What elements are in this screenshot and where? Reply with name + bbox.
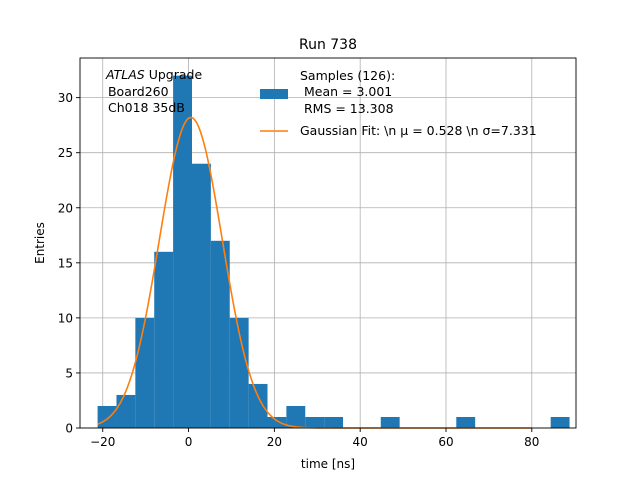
- histogram-bar: [248, 383, 268, 428]
- y-tick-label: 0: [65, 422, 73, 436]
- plot-frame: [79, 57, 577, 429]
- x-tick-label: 60: [438, 435, 453, 449]
- y-tick-label: 15: [58, 256, 73, 270]
- histogram-bar: [267, 416, 287, 428]
- annotation-upgrade: Upgrade: [145, 67, 203, 82]
- legend-samples-line-2: Mean = 3.001: [300, 84, 392, 99]
- legend-swatch-histogram: [260, 89, 288, 99]
- x-tick-label: 20: [267, 435, 282, 449]
- legend: Samples (126): Mean = 3.001 RMS = 13.308…: [260, 68, 537, 138]
- chart-title: Run 738: [299, 37, 357, 53]
- y-tick-label: 5: [65, 366, 73, 380]
- annotation-line-1: ATLAS Upgrade: [105, 67, 202, 82]
- y-tick-label: 20: [58, 201, 73, 215]
- x-tick-label: 0: [185, 435, 193, 449]
- legend-fit-label: Gaussian Fit: \n μ = 0.528 \n σ=7.331: [300, 123, 537, 138]
- histogram-bar: [229, 317, 249, 428]
- histogram-bars: [97, 75, 570, 428]
- atlas-annotation: ATLAS Upgrade Board260 Ch018 35dB: [104, 67, 202, 115]
- histogram-bar: [173, 75, 192, 428]
- y-tick-label: 10: [58, 311, 73, 325]
- x-axis-label: time [ns]: [301, 457, 355, 471]
- histogram-bar: [550, 416, 570, 428]
- legend-samples-line-3: RMS = 13.308: [300, 101, 394, 116]
- histogram-bar: [324, 416, 344, 428]
- x-tick-label: 40: [353, 435, 368, 449]
- annotation-atlas: ATLAS: [105, 67, 145, 82]
- annotation-line-2: Board260: [104, 84, 169, 99]
- x-tick-label: −20: [90, 435, 115, 449]
- y-tick-label: 30: [58, 91, 73, 105]
- histogram-bar: [456, 416, 476, 428]
- histogram-bar: [116, 394, 136, 428]
- legend-samples-line-1: Samples (126):: [300, 68, 395, 83]
- histogram-bar: [135, 317, 155, 428]
- histogram-bar: [380, 416, 400, 428]
- histogram-bar: [210, 240, 230, 428]
- axis-ticks: −20 0 20 40 60 80 0 5 10 15 20 25 30: [58, 91, 540, 449]
- histogram-bar: [154, 251, 174, 428]
- histogram-bar: [286, 405, 306, 428]
- histogram-bar: [191, 163, 211, 428]
- y-axis-label: Entries: [33, 222, 47, 264]
- annotation-line-3: Ch018 35dB: [104, 100, 185, 115]
- histogram-bar: [97, 405, 117, 428]
- x-tick-label: 80: [524, 435, 539, 449]
- histogram-bar: [305, 416, 325, 428]
- y-tick-label: 25: [58, 146, 73, 160]
